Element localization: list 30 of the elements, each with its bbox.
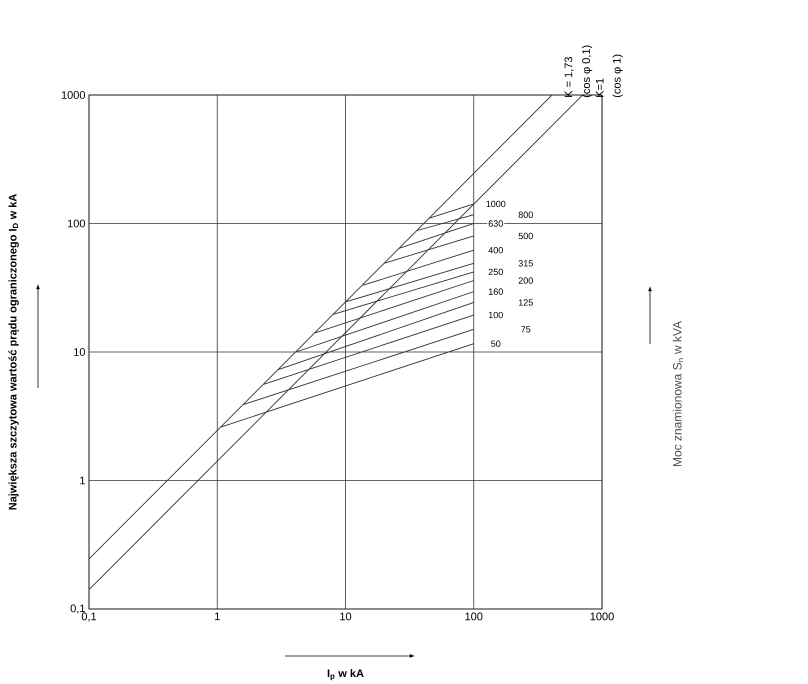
x-tick-label: 10 (340, 612, 352, 620)
series-label: 50 (491, 340, 500, 347)
y-tick-label: 1 (80, 476, 85, 484)
text: I$_{p}$ w kA (328, 669, 364, 680)
y-tick-label: 10 (74, 348, 86, 356)
series-label: 400 (488, 246, 503, 254)
text: Moc znamionowa S$_{n}$ w kVA (672, 320, 684, 466)
series-label: 1000 (486, 200, 506, 208)
text: 315 (518, 260, 533, 266)
text: 500 (518, 232, 533, 240)
text: 125 (518, 299, 533, 306)
series-label: 250 (488, 268, 503, 276)
annotation: (cos φ 1) (612, 54, 623, 98)
text: K=1 (596, 78, 604, 97)
y-tick-label: 100 (68, 220, 86, 228)
text: 75 (521, 326, 530, 333)
y-tick-label: 1000 (62, 91, 86, 99)
x-tick-label: 100 (465, 612, 482, 620)
text: 800 (518, 212, 533, 218)
series-label: 630 (488, 220, 503, 227)
text: K = 1,73 (564, 57, 574, 97)
series-label: 160 (488, 288, 503, 295)
text: 200 (518, 277, 533, 284)
annotation: (cos φ 0,1) (582, 46, 592, 98)
series-label: 100 (488, 312, 503, 318)
y-tick-label: 0,1 (70, 604, 85, 614)
text: Największa szczytowa wartość prądu ograniczonego I$_{D}$ w kA (8, 194, 19, 510)
x-tick-label: 1000 (590, 612, 614, 620)
x-tick-label: 0,1 (82, 612, 96, 622)
x-tick-label: 1 (215, 612, 220, 620)
